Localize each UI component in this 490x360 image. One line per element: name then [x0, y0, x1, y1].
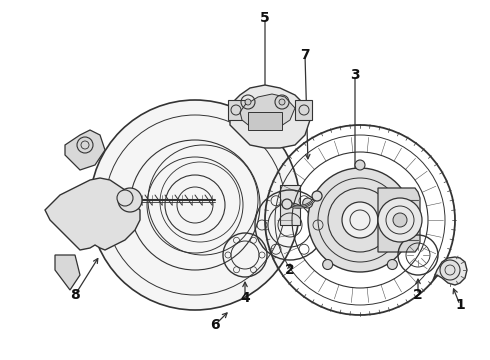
- Polygon shape: [55, 255, 80, 290]
- Circle shape: [117, 190, 133, 206]
- Circle shape: [323, 260, 333, 270]
- Polygon shape: [280, 185, 300, 225]
- Text: 2: 2: [413, 288, 423, 302]
- Text: 5: 5: [260, 11, 270, 25]
- Polygon shape: [230, 85, 310, 148]
- Circle shape: [308, 168, 412, 272]
- Text: 4: 4: [240, 291, 250, 305]
- Polygon shape: [433, 257, 467, 285]
- Circle shape: [378, 198, 422, 242]
- Circle shape: [440, 260, 460, 280]
- Circle shape: [90, 100, 300, 310]
- Polygon shape: [240, 94, 295, 130]
- Circle shape: [355, 160, 365, 170]
- Polygon shape: [65, 130, 105, 170]
- Circle shape: [407, 198, 417, 208]
- Circle shape: [245, 99, 251, 105]
- Polygon shape: [45, 178, 140, 250]
- Circle shape: [118, 188, 142, 212]
- Text: 1: 1: [455, 298, 465, 312]
- Polygon shape: [378, 188, 420, 252]
- Polygon shape: [295, 100, 312, 120]
- Text: 6: 6: [210, 318, 220, 332]
- Circle shape: [312, 191, 322, 201]
- Circle shape: [303, 198, 313, 208]
- Circle shape: [393, 213, 407, 227]
- Text: 3: 3: [350, 68, 360, 82]
- Polygon shape: [248, 112, 282, 130]
- Text: 8: 8: [70, 288, 80, 302]
- Text: 2: 2: [285, 263, 295, 277]
- Circle shape: [279, 99, 285, 105]
- Circle shape: [387, 260, 397, 270]
- Text: 7: 7: [300, 48, 310, 62]
- Polygon shape: [240, 105, 265, 145]
- Circle shape: [282, 199, 292, 209]
- Polygon shape: [228, 100, 245, 120]
- Circle shape: [342, 202, 378, 238]
